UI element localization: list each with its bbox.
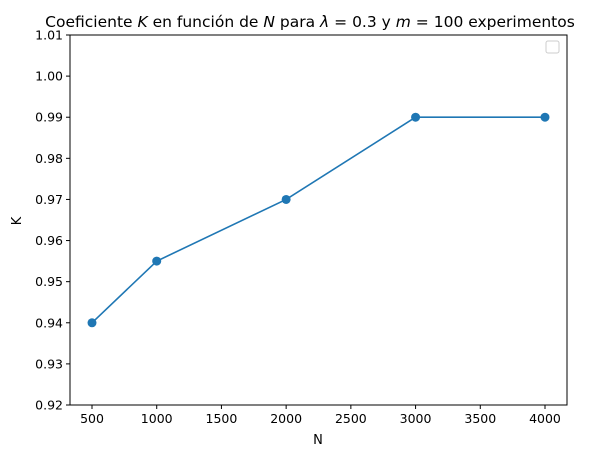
data-point	[152, 256, 162, 266]
x-tick-label: 500	[80, 411, 104, 426]
legend-box	[545, 40, 560, 54]
data-point	[87, 318, 97, 328]
y-tick-label: 0.96	[35, 233, 63, 248]
y-tick-label: 0.95	[35, 274, 63, 289]
x-tick-label: 3000	[400, 411, 432, 426]
chart-title-part-0: Coeficiente	[45, 13, 137, 31]
series-line-0	[91, 116, 545, 324]
x-axis-label: N	[313, 433, 323, 448]
data-point	[411, 112, 421, 122]
data-point	[281, 194, 291, 204]
x-axis-ticks: 500 1000 1500 2000 2500 3000 3500 4000	[80, 405, 561, 426]
y-tick-label: 0.98	[35, 151, 63, 166]
x-tick-label: 1000	[141, 411, 173, 426]
chart-title-part-7: m	[396, 13, 411, 31]
plot-area	[69, 34, 568, 406]
x-tick-label: 2500	[335, 411, 367, 426]
y-axis-label: K	[10, 216, 25, 225]
x-tick-label: 3500	[464, 411, 496, 426]
y-tick-label: 0.97	[35, 192, 63, 207]
chart-title-part-8: = 100 experimentos	[411, 13, 575, 31]
y-tick-label: 1.00	[35, 69, 63, 84]
axes-frame	[69, 34, 568, 406]
chart-title-part-3: N	[263, 13, 275, 31]
y-tick-label: 0.93	[35, 356, 63, 371]
y-axis-ticks: 0.92 0.93 0.94 0.95 0.96 0.97 0.98 0.99 1.00 1.01	[35, 28, 70, 413]
x-tick-label: 2000	[270, 411, 302, 426]
series-layer	[87, 112, 550, 328]
y-tick-label: 0.92	[35, 398, 63, 413]
chart-title-part-6: = 0.3 y	[329, 13, 396, 31]
chart-title-part-2: en función de	[148, 13, 264, 31]
y-tick-label: 0.94	[35, 315, 63, 330]
y-tick-label: 0.99	[35, 110, 63, 125]
chart-title-part-1: K	[138, 13, 150, 31]
data-point	[540, 112, 550, 122]
chart-title-part-5: λ	[319, 13, 329, 31]
chart-title-part-4: para	[275, 13, 320, 31]
chart-title: Coeficiente K en función de N para λ = 0…	[45, 13, 575, 31]
x-tick-label: 1500	[206, 411, 238, 426]
x-tick-label: 4000	[529, 411, 561, 426]
y-tick-label: 1.01	[35, 28, 63, 43]
